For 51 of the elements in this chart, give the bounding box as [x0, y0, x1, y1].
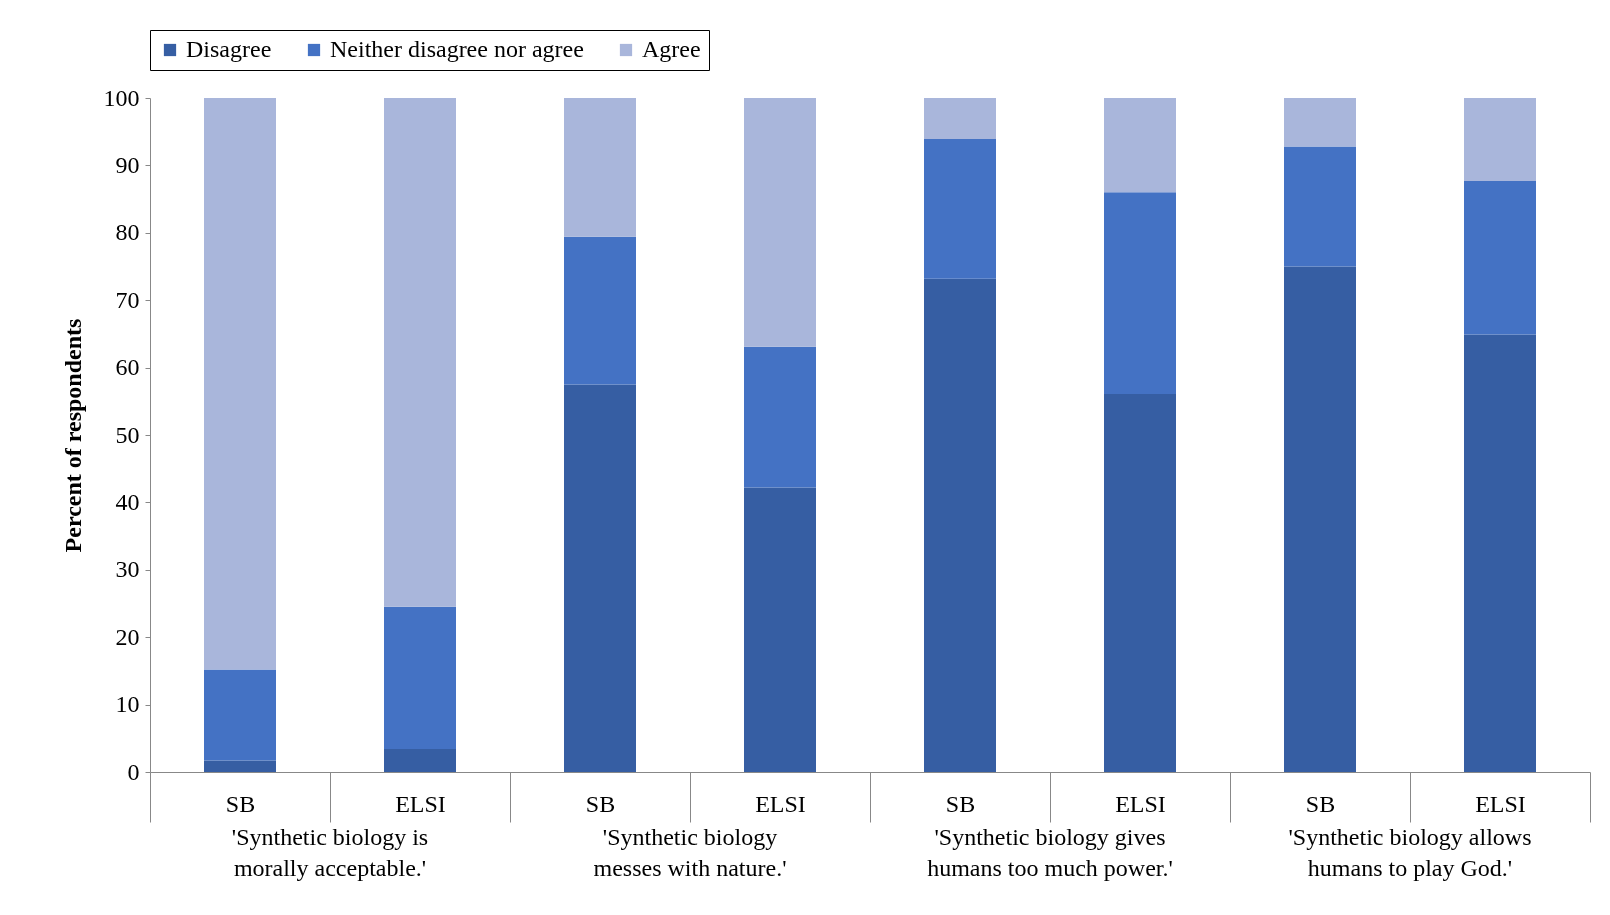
y-tick-label: 20 — [115, 623, 140, 650]
bar — [564, 236, 636, 385]
legend-label: Disagree — [186, 36, 272, 62]
text: 'Synthetic biology messes with nature.' — [593, 824, 787, 881]
text: 'Synthetic biology allows humans to play God.' — [1288, 824, 1532, 881]
bar — [1284, 146, 1356, 267]
bar — [744, 98, 816, 347]
y-axis-title: Percent of respondents — [59, 318, 86, 553]
y-tick-label: 10 — [115, 691, 140, 718]
y-tick-label: 40 — [115, 488, 140, 515]
y-tick-label: 50 — [115, 421, 140, 448]
y-tick-label: 70 — [115, 286, 140, 313]
x-tick-label: ELSI — [395, 790, 446, 817]
text: 'Synthetic biology is morally acceptable.' — [231, 824, 429, 881]
bar — [1284, 98, 1356, 147]
bar — [1104, 192, 1176, 394]
x-tick-label: ELSI — [755, 790, 806, 817]
bar — [384, 749, 456, 772]
bar — [744, 487, 816, 772]
bar — [204, 760, 276, 772]
legend-label: Neither disagree nor agree — [330, 36, 584, 62]
bar — [1104, 393, 1176, 772]
bar — [564, 98, 636, 237]
bar — [924, 98, 996, 140]
bar — [384, 606, 456, 750]
text: 'Synthetic biology gives humans too much power.' — [927, 824, 1173, 881]
bar — [744, 346, 816, 488]
bar — [924, 139, 996, 279]
bar — [1284, 266, 1356, 772]
x-tick-label: ELSI — [1475, 790, 1526, 817]
bar — [204, 98, 276, 670]
y-tick-label: 100 — [103, 84, 140, 111]
x-tick-label: SB — [1305, 790, 1336, 817]
bar — [384, 98, 456, 607]
y-tick-label: 80 — [115, 219, 140, 246]
x-tick-label: SB — [225, 790, 256, 817]
bar — [564, 384, 636, 772]
bar — [1464, 334, 1536, 772]
y-tick-label: 90 — [115, 151, 140, 178]
x-tick-label: SB — [585, 790, 616, 817]
legend-label: Agree — [642, 36, 701, 62]
bar — [1464, 98, 1536, 181]
y-tick-label: 60 — [115, 354, 140, 381]
y-tick-label: 0 — [127, 758, 140, 785]
bar — [204, 669, 276, 761]
x-tick-label: SB — [945, 790, 976, 817]
bar — [1464, 180, 1536, 335]
bar — [1104, 98, 1176, 193]
x-tick-label: ELSI — [1115, 790, 1166, 817]
y-tick-label: 30 — [115, 556, 140, 583]
bar — [924, 278, 996, 772]
